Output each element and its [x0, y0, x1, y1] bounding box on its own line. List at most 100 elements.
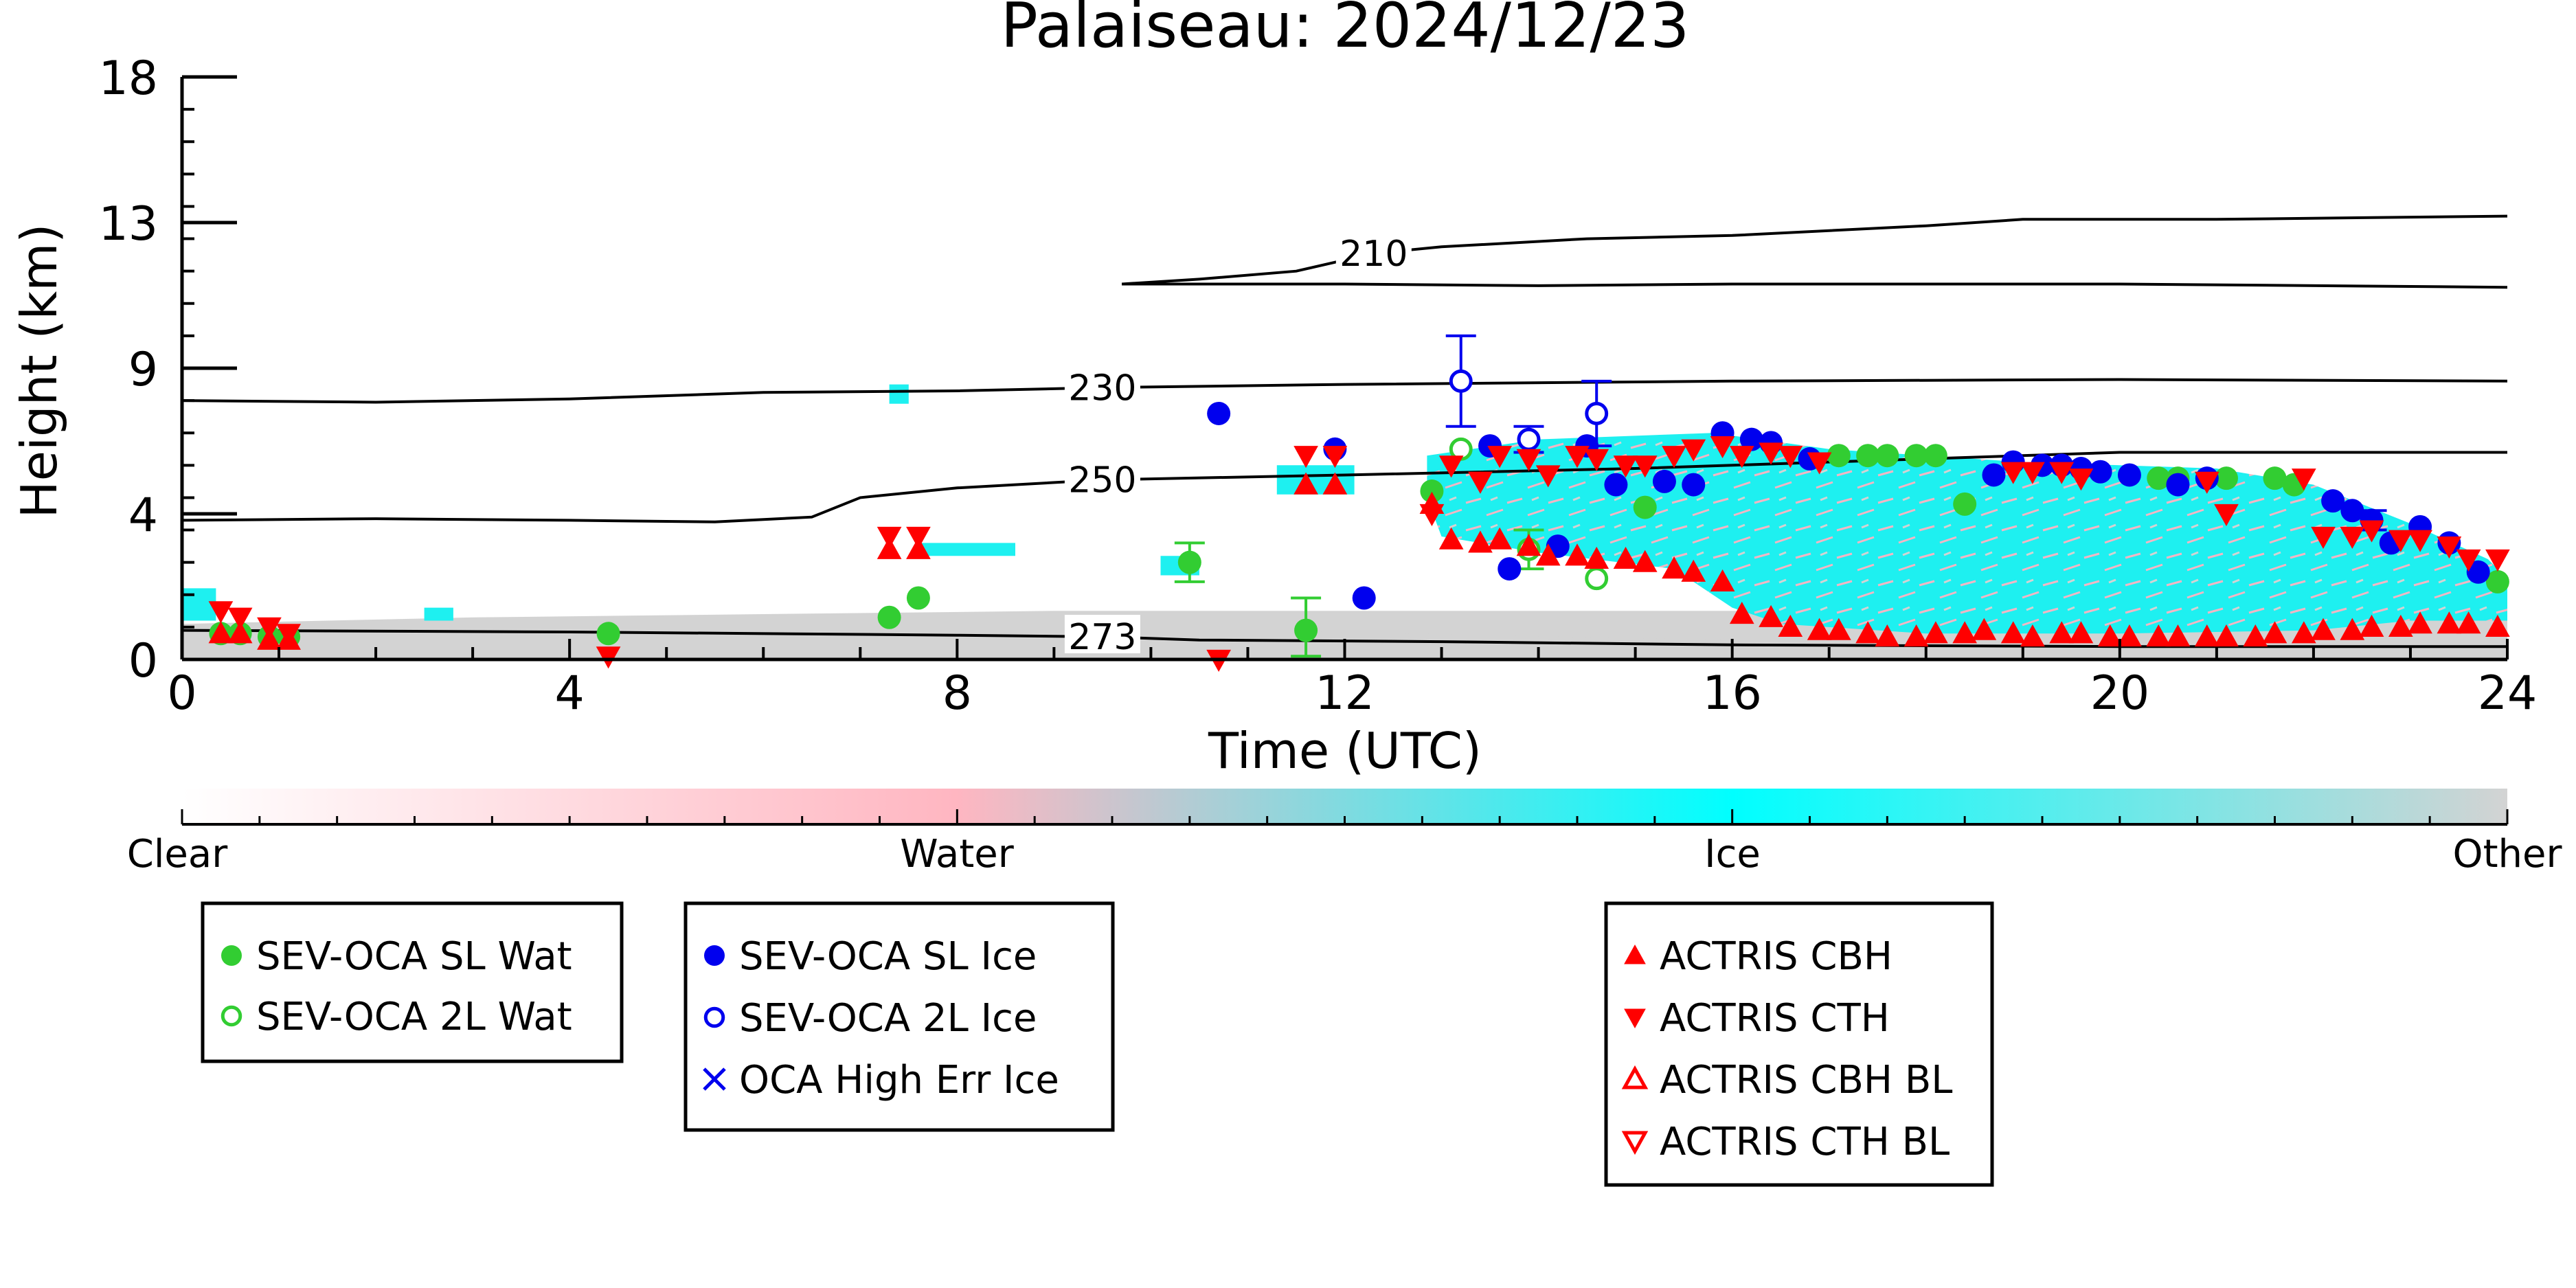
data-point	[1438, 527, 1464, 550]
legend-frame	[1604, 901, 1994, 1187]
data-point	[2466, 560, 2490, 584]
legend-box-2: SEV-OCA SL Ice SEV-OCA 2L Ice OCA High Err…	[683, 901, 1115, 1132]
x-tick-label: 20	[2090, 666, 2150, 721]
ice-patch	[918, 543, 1015, 556]
data-point	[1584, 546, 1609, 569]
legend-marker	[1624, 944, 1646, 964]
data-point	[1759, 442, 1783, 465]
data-point	[1293, 446, 1318, 468]
legend-marker	[1621, 1065, 1649, 1089]
axes: 0 4 8 12 16 20 24 0 4 9 13 18	[98, 52, 2537, 721]
data-point	[1827, 444, 1851, 468]
data-point	[2214, 624, 2239, 647]
data-point	[1662, 446, 1686, 468]
data-point	[1498, 557, 1522, 581]
data-point	[2485, 614, 2510, 637]
contour-label: 210	[1340, 234, 1408, 275]
data-point	[1438, 455, 1464, 478]
data-point	[1875, 444, 1899, 468]
data-point	[1982, 463, 2006, 487]
data-point	[2456, 611, 2481, 634]
legend-frame	[201, 901, 624, 1063]
contour-label: 273	[1068, 617, 1136, 658]
y-tick-label: 0	[128, 634, 158, 688]
data-point	[2262, 621, 2287, 644]
data-point	[596, 622, 620, 646]
ice-patch	[424, 607, 453, 621]
data-point	[1904, 444, 1928, 468]
legend-frame	[683, 901, 1115, 1132]
legend-marker	[221, 945, 242, 966]
data-point	[2000, 462, 2026, 484]
data-point	[2456, 549, 2481, 572]
x-tick-label: 24	[2478, 666, 2538, 721]
legend-marker	[704, 945, 725, 966]
data-point	[1613, 546, 1638, 569]
data-point	[2020, 462, 2045, 484]
data-point	[1953, 492, 1977, 516]
data-point	[1682, 473, 1706, 497]
data-point	[1468, 471, 1493, 494]
data-point	[2311, 618, 2336, 640]
data-point	[1807, 452, 1832, 475]
data-point	[2068, 468, 2094, 491]
data-point	[1535, 465, 1561, 488]
temperature-contours: 210 230 250 273	[181, 214, 2508, 658]
legend-label: ACTRIS CBH	[1660, 934, 1893, 979]
data-point	[1517, 427, 1541, 451]
data-point	[1420, 479, 1444, 504]
data-point	[2408, 530, 2432, 552]
data-point	[2340, 526, 2365, 550]
data-point	[2194, 624, 2219, 647]
data-point	[906, 526, 931, 550]
data-point	[1952, 621, 1978, 644]
data-point	[2340, 618, 2365, 640]
data-point	[227, 621, 253, 644]
legend-marker	[221, 1005, 242, 1027]
data-point	[1923, 444, 1947, 468]
chart-title: Palaiseau: 2024/12/23	[1001, 0, 1690, 62]
legend-label: SEV-OCA 2L Ice	[739, 996, 1037, 1041]
data-point	[276, 624, 301, 646]
ice-patch	[889, 384, 909, 404]
contour-line	[181, 378, 2508, 404]
data-point	[1778, 446, 1803, 468]
data-point	[1604, 473, 1628, 497]
data-point	[877, 605, 901, 629]
contour-line	[181, 629, 2507, 648]
contour-label-bg	[1064, 615, 1140, 654]
series-actris-cth	[208, 436, 2510, 673]
data-point	[2388, 530, 2413, 552]
data-point	[1177, 550, 1201, 574]
data-point	[1487, 527, 1513, 550]
data-point	[2049, 462, 2075, 484]
data-point	[1322, 472, 1348, 495]
data-point	[1710, 569, 1735, 592]
x-axis-label: Time (UTC)	[1208, 722, 1482, 780]
x-tick-label: 0	[167, 666, 196, 721]
data-point	[1565, 446, 1590, 468]
contour-label: 230	[1068, 368, 1136, 409]
data-point	[2359, 520, 2384, 543]
data-point	[2166, 473, 2190, 497]
data-point	[2214, 504, 2239, 527]
data-point	[1778, 614, 1803, 637]
legend-marker	[1624, 1008, 1646, 1029]
data-point	[1633, 495, 1657, 519]
data-point	[1855, 621, 1880, 644]
legend-label: ACTRIS CBH BL	[1660, 1058, 1952, 1103]
data-point	[1613, 455, 1638, 478]
data-point	[1923, 621, 1948, 644]
contour-label: 250	[1068, 460, 1136, 501]
data-point	[2359, 614, 2384, 637]
contour-line	[1122, 282, 2508, 289]
data-point	[2340, 499, 2364, 523]
y-tick-label: 18	[98, 52, 158, 106]
data-point	[2049, 621, 2075, 644]
x-tick-label: 16	[1702, 666, 1762, 721]
data-point	[1729, 602, 1754, 624]
data-point	[1207, 401, 1231, 425]
legend-marker	[703, 1006, 725, 1028]
legend-marker	[703, 1067, 726, 1091]
